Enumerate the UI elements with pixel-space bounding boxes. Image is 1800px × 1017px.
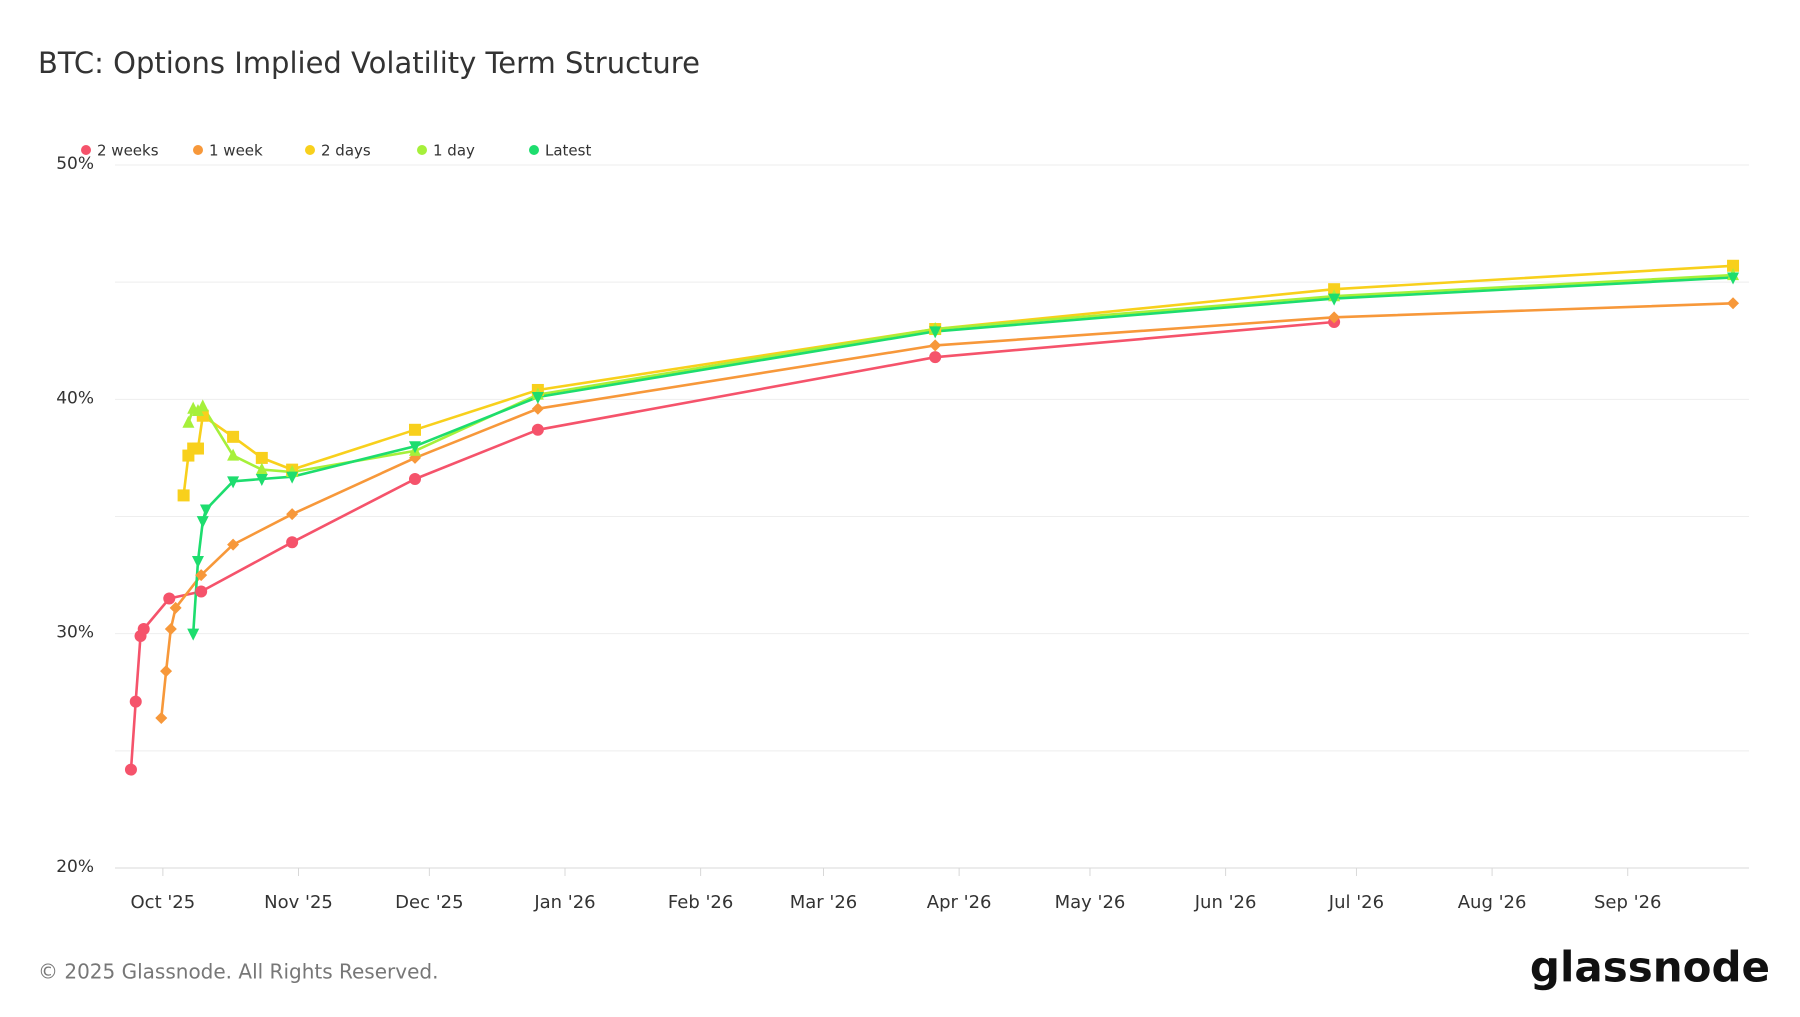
legend-item[interactable]: 1 day — [417, 142, 475, 160]
data-point — [227, 430, 240, 443]
data-point — [286, 471, 299, 484]
data-point — [199, 504, 212, 517]
data-point — [531, 402, 544, 415]
x-tick-label: Mar '26 — [790, 892, 858, 913]
legend-swatch — [193, 145, 203, 155]
legend-item[interactable]: 1 week — [193, 142, 263, 160]
data-point — [227, 448, 240, 461]
series-line — [160, 302, 1734, 719]
data-point — [187, 628, 200, 641]
legend-swatch — [529, 145, 539, 155]
x-tick-label: Sep '26 — [1594, 892, 1662, 913]
data-point — [286, 536, 299, 549]
data-point — [929, 326, 942, 339]
series-line — [191, 276, 1734, 634]
x-tick-label: Apr '26 — [927, 892, 992, 913]
x-tick-label: May '26 — [1055, 892, 1126, 913]
legend-swatch — [417, 145, 427, 155]
data-point — [255, 474, 268, 487]
data-point — [163, 592, 176, 605]
legend-label: 2 weeks — [97, 142, 159, 160]
data-point — [255, 462, 268, 475]
legend-label: 1 week — [209, 142, 263, 160]
data-point — [227, 538, 240, 551]
y-tick-label: 40% — [56, 388, 94, 408]
x-tick-label: Oct '25 — [131, 892, 196, 913]
footer: © 2025 Glassnode. All Rights Reserved. — [38, 960, 438, 984]
legend-label: Latest — [545, 142, 591, 160]
x-tick-label: Jun '26 — [1194, 892, 1257, 913]
legend-swatch — [305, 145, 315, 155]
data-point — [255, 451, 268, 464]
legend-item[interactable]: 2 weeks — [81, 142, 159, 160]
data-point — [196, 399, 209, 412]
data-point — [531, 391, 544, 404]
data-point — [155, 712, 168, 725]
data-point — [196, 516, 209, 529]
data-point — [408, 441, 421, 454]
data-point — [1727, 297, 1740, 310]
data-point — [1727, 272, 1740, 285]
data-point — [286, 508, 299, 521]
data-point — [408, 473, 421, 486]
legend-item[interactable]: Latest — [529, 142, 591, 160]
data-point — [129, 695, 142, 708]
data-point — [227, 476, 240, 489]
legend-swatch — [81, 145, 91, 155]
data-point — [1328, 283, 1341, 296]
data-point — [195, 585, 208, 598]
y-tick-label: 20% — [56, 857, 94, 877]
chart-title: BTC: Options Implied Volatility Term Str… — [38, 46, 700, 80]
x-tick-label: Dec '25 — [395, 892, 463, 913]
y-tick-label: 50% — [56, 154, 94, 174]
data-point — [124, 763, 137, 776]
data-point — [195, 569, 208, 582]
x-tick-label: Jan '26 — [533, 892, 595, 913]
data-point — [169, 601, 182, 614]
data-point — [177, 489, 190, 502]
data-point — [191, 556, 204, 569]
x-tick-label: Feb '26 — [668, 892, 733, 913]
data-point — [164, 622, 177, 635]
brand-logo: glassnode — [1530, 943, 1770, 992]
data-point — [408, 423, 421, 436]
data-point — [1727, 259, 1740, 272]
data-point — [1328, 293, 1341, 306]
legend-label: 1 day — [433, 142, 475, 160]
series-line — [129, 320, 1335, 770]
data-point — [182, 415, 195, 428]
data-point — [160, 665, 173, 678]
x-tick-label: Jul '26 — [1328, 892, 1384, 913]
legend-label: 2 days — [321, 142, 371, 160]
x-tick-label: Aug '26 — [1458, 892, 1527, 913]
y-tick-label: 30% — [56, 623, 94, 643]
data-point — [1328, 311, 1341, 324]
data-point — [929, 351, 942, 364]
x-tick-label: Nov '25 — [264, 892, 333, 913]
legend-item[interactable]: 2 days — [305, 142, 371, 160]
data-point — [137, 622, 150, 635]
data-point — [929, 339, 942, 352]
data-point — [531, 423, 544, 436]
data-point — [191, 442, 204, 455]
